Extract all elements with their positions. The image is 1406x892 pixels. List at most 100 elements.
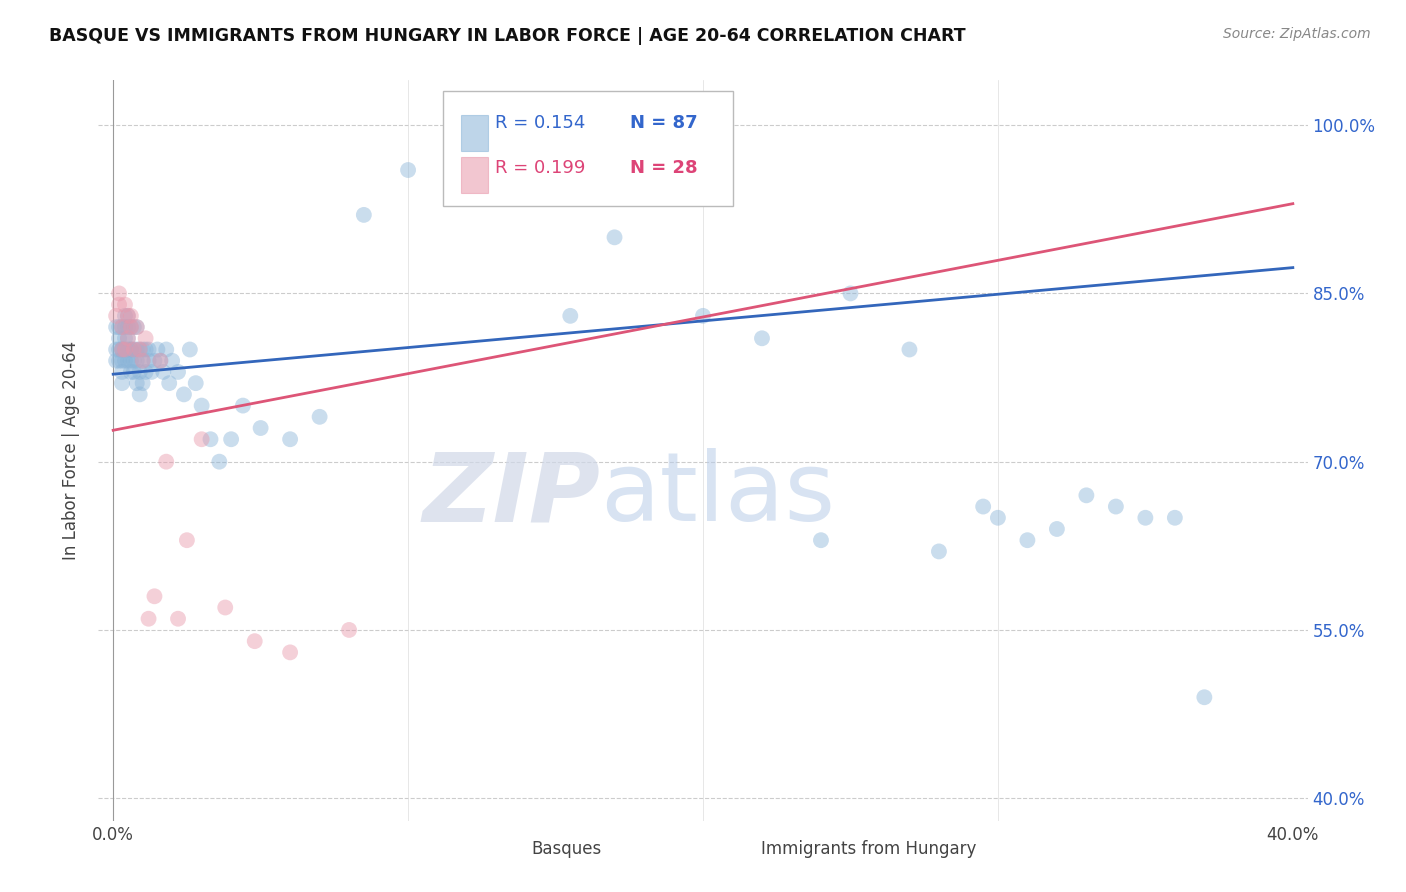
Point: [105, 353, 128, 368]
Point: [111, 320, 134, 334]
Point: [108, 353, 131, 368]
Point: [184, 376, 207, 391]
Point: [1135, 510, 1157, 524]
Point: [249, 421, 271, 435]
FancyBboxPatch shape: [443, 91, 734, 206]
Point: [108, 320, 131, 334]
Point: [928, 544, 950, 558]
Point: [278, 645, 301, 659]
Point: [149, 353, 172, 368]
Point: [111, 376, 134, 391]
Text: BASQUE VS IMMIGRANTS FROM HUNGARY IN LABOR FORCE | AGE 20-64 CORRELATION CHART: BASQUE VS IMMIGRANTS FROM HUNGARY IN LAB…: [49, 27, 966, 45]
Point: [396, 163, 419, 178]
Point: [278, 432, 301, 446]
Point: [111, 365, 134, 379]
Point: [972, 500, 994, 514]
Point: [131, 343, 153, 357]
Point: [117, 320, 139, 334]
Point: [117, 309, 139, 323]
Point: [128, 343, 150, 357]
Point: [560, 309, 582, 323]
Point: [160, 353, 183, 368]
Point: [308, 409, 330, 424]
Point: [214, 600, 236, 615]
Point: [131, 376, 153, 391]
Point: [146, 343, 169, 357]
Text: ZIP: ZIP: [422, 449, 600, 541]
Point: [1164, 510, 1187, 524]
Point: [353, 208, 375, 222]
Point: [1076, 488, 1098, 502]
Point: [111, 320, 134, 334]
Point: [111, 353, 134, 368]
Text: Source: ZipAtlas.com: Source: ZipAtlas.com: [1223, 27, 1371, 41]
Point: [143, 353, 166, 368]
Point: [117, 331, 139, 345]
Point: [155, 343, 177, 357]
Point: [337, 623, 360, 637]
Point: [167, 612, 190, 626]
Point: [125, 320, 148, 334]
Point: [128, 387, 150, 401]
Point: [120, 353, 142, 368]
Point: [190, 399, 212, 413]
Bar: [727, 843, 754, 862]
Point: [810, 533, 832, 548]
Point: [108, 331, 131, 345]
Point: [117, 331, 139, 345]
Point: [120, 320, 142, 334]
Point: [105, 320, 128, 334]
Point: [149, 353, 172, 368]
Point: [1105, 500, 1128, 514]
Point: [692, 309, 714, 323]
Point: [114, 320, 136, 334]
Point: [120, 309, 142, 323]
Point: [501, 118, 523, 132]
Point: [114, 343, 136, 357]
Point: [105, 343, 128, 357]
Point: [120, 343, 142, 357]
Point: [105, 309, 128, 323]
Point: [157, 376, 180, 391]
Point: [114, 331, 136, 345]
Text: Immigrants from Hungary: Immigrants from Hungary: [761, 839, 976, 858]
Point: [898, 343, 921, 357]
Point: [179, 343, 201, 357]
Point: [120, 365, 142, 379]
Point: [108, 286, 131, 301]
Point: [173, 387, 195, 401]
Point: [200, 432, 222, 446]
Point: [117, 309, 139, 323]
Point: [219, 432, 242, 446]
Point: [152, 365, 174, 379]
Point: [574, 118, 596, 132]
Point: [131, 353, 153, 368]
Bar: [498, 843, 524, 862]
Text: atlas: atlas: [600, 449, 835, 541]
Text: R = 0.154: R = 0.154: [495, 113, 585, 132]
Bar: [461, 157, 488, 193]
Text: N = 28: N = 28: [630, 160, 697, 178]
Text: Basques: Basques: [531, 839, 602, 858]
Point: [117, 343, 139, 357]
Point: [122, 365, 145, 379]
Point: [122, 320, 145, 334]
Point: [125, 320, 148, 334]
Point: [135, 365, 157, 379]
Text: N = 87: N = 87: [630, 113, 697, 132]
Point: [243, 634, 266, 648]
Point: [111, 343, 134, 357]
Text: R = 0.199: R = 0.199: [495, 160, 585, 178]
Point: [138, 343, 160, 357]
Point: [114, 309, 136, 323]
Point: [176, 533, 198, 548]
Point: [122, 353, 145, 368]
Bar: [461, 115, 488, 151]
Point: [122, 343, 145, 357]
Point: [190, 432, 212, 446]
Point: [131, 353, 153, 368]
Point: [141, 365, 163, 379]
Point: [1194, 690, 1216, 705]
Point: [128, 343, 150, 357]
Point: [128, 365, 150, 379]
